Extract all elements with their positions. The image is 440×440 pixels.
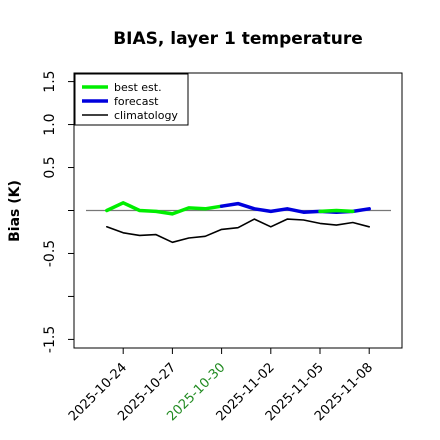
y-tick-label: -0.5 <box>42 240 58 267</box>
y-tick-label: 0.5 <box>42 156 58 178</box>
series-line-best-est <box>318 208 355 214</box>
plot-frame <box>73 72 403 349</box>
series-line-best-est <box>105 201 224 216</box>
legend-label: best est. <box>114 81 162 94</box>
legend-label: forecast <box>114 95 159 108</box>
series-line-climatology <box>106 218 371 244</box>
y-tick-label: 1.0 <box>42 113 58 135</box>
legend-label: climatology <box>114 109 178 122</box>
y-tick-label: 1.5 <box>42 70 58 92</box>
y-axis-label: Bias (K) <box>7 180 23 242</box>
y-tick-label: -1.5 <box>42 326 58 353</box>
chart-title: BIAS, layer 1 temperature <box>113 29 363 49</box>
